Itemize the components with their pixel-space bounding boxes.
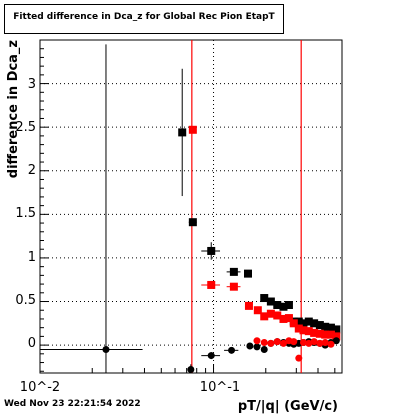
data-point-square: [321, 322, 330, 331]
data-point-square: [299, 319, 308, 328]
data-point-circle: [300, 338, 308, 346]
reference-lines: [191, 40, 302, 373]
data-point-square: [310, 319, 319, 328]
data-point-square: [279, 314, 288, 323]
y-tick-label: 2.5: [15, 120, 36, 135]
y-axis-label: difference in Dca_z: [6, 40, 21, 178]
data-point-square: [315, 321, 324, 330]
data-point-square: [178, 128, 187, 137]
data-point-circle: [260, 345, 268, 353]
data-point-circle: [207, 352, 215, 360]
data-point-circle: [253, 343, 261, 351]
data-point-square: [279, 302, 288, 311]
data-point-square: [188, 218, 197, 227]
data-point-square: [294, 317, 303, 326]
data-point-circle: [279, 339, 287, 347]
data-point-square: [332, 325, 341, 334]
data-point-square: [315, 329, 324, 338]
y-tick-labels: 0 0.5 1 1.5 2 2.5 3: [15, 77, 36, 351]
data-point-circle: [187, 366, 195, 374]
data-point-square: [321, 330, 330, 339]
data-point-square: [266, 297, 275, 306]
data-point-square: [188, 125, 197, 134]
y-tick-label: 0: [28, 336, 36, 351]
data-point-square: [332, 332, 341, 341]
data-point-circle: [310, 338, 318, 346]
timestamp: Wed Nov 23 22:21:54 2022: [4, 399, 141, 409]
data-point-square: [244, 301, 253, 310]
data-point-square: [266, 309, 275, 318]
data-point-circle: [253, 337, 261, 345]
data-point-square: [207, 280, 216, 289]
data-point-circle: [305, 339, 313, 347]
y-tick-label: 2: [28, 163, 36, 178]
data-point-circle: [295, 354, 303, 362]
data-point-square: [260, 312, 269, 321]
data-point-square: [243, 269, 252, 278]
data-point-square: [284, 314, 293, 323]
data-point-circle: [228, 346, 236, 354]
y-tick-label: 3: [28, 77, 36, 92]
chart-title: Fitted difference in Dca_z for Global Re…: [13, 12, 275, 22]
chart-title-box: Fitted difference in Dca_z for Global Re…: [4, 4, 284, 34]
data-point-square: [284, 301, 293, 310]
data-point-square: [229, 282, 238, 291]
data-point-circle: [260, 338, 268, 346]
data-point-square: [326, 330, 335, 339]
data-point-circle: [290, 338, 298, 346]
data-point-circle: [327, 340, 335, 348]
axis-ticks: [39, 48, 336, 373]
data-point-square: [294, 324, 303, 333]
data-point-square: [304, 327, 313, 336]
data-point-square: [253, 306, 262, 315]
data-point-circle: [246, 342, 254, 350]
data-point-square: [299, 326, 308, 335]
data-point-square: [304, 317, 313, 326]
data-point-square: [289, 319, 298, 328]
data-point-circle: [316, 339, 324, 347]
data-point-circle: [267, 339, 275, 347]
data-point-square: [273, 311, 282, 320]
data-markers: [40, 44, 341, 374]
x-tick-label: 10^-2: [20, 380, 60, 395]
x-axis-label: pT/|q| (GeV/c): [238, 399, 338, 414]
y-tick-label: 1.5: [15, 206, 36, 221]
x-tick-label: 10^-1: [200, 380, 240, 395]
y-tick-label: 1: [28, 250, 36, 265]
data-point-circle: [102, 345, 110, 353]
data-point-circle: [321, 338, 329, 346]
data-point-circle: [273, 338, 281, 346]
data-point-square: [326, 323, 335, 332]
data-point-square: [310, 328, 319, 337]
data-point-square: [207, 246, 216, 255]
data-point-circle: [332, 337, 340, 345]
data-point-square: [229, 267, 238, 276]
y-tick-label: 0.5: [15, 293, 36, 308]
data-point-square: [260, 294, 269, 303]
x-tick-labels: 10^-2 10^-1: [20, 380, 240, 395]
data-point-square: [273, 301, 282, 310]
